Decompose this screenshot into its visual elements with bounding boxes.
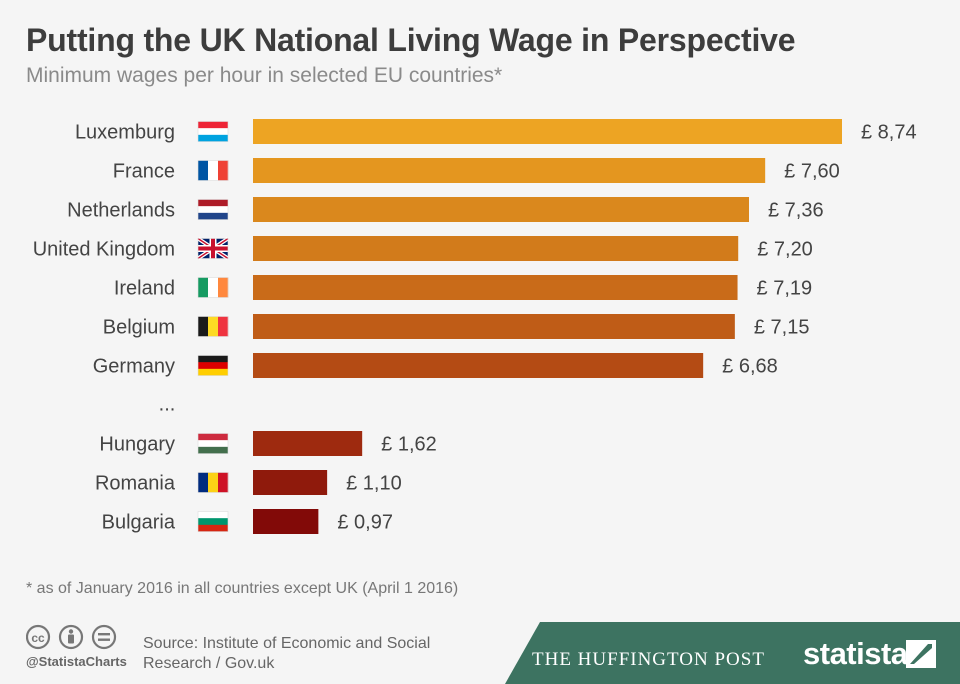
ireland-flag-icon (197, 277, 229, 298)
creative-commons-icons: cc (26, 624, 117, 650)
category-label-luxemburg: Luxemburg (75, 122, 175, 144)
category-label-ireland: Ireland (114, 278, 175, 300)
bulgaria-flag-icon (197, 511, 229, 532)
chart-subtitle: Minimum wages per hour in selected EU co… (26, 64, 503, 87)
bar-netherlands (253, 197, 749, 222)
value-label-ireland: £ 7,19 (757, 278, 813, 300)
cc-icon (26, 624, 51, 650)
value-label-romania: £ 1,10 (346, 473, 402, 495)
category-label-france: France (113, 161, 175, 183)
chart-title: Putting the UK National Living Wage in P… (26, 22, 796, 58)
statista-logo-text: statista (803, 636, 908, 671)
belgium-flag-icon (197, 316, 229, 337)
bar-germany (253, 353, 704, 378)
category-label-united-kingdom: United Kingdom (33, 239, 175, 261)
statista-logo-icon (906, 640, 936, 668)
value-label-belgium: £ 7,15 (754, 317, 810, 339)
value-label-bulgaria: £ 0,97 (337, 512, 393, 534)
value-label-united-kingdom: £ 7,20 (757, 239, 813, 261)
hungary-flag-icon (197, 433, 229, 454)
bar-bulgaria (253, 509, 319, 534)
gap-marker: ... (159, 394, 176, 416)
germany-flag-icon (197, 355, 229, 376)
france-flag-icon (197, 160, 229, 181)
value-label-netherlands: £ 7,36 (768, 200, 824, 222)
category-label-belgium: Belgium (103, 317, 175, 339)
bar-chart: Luxemburg £ 8,74 France £ 7,60 Netherlands £ … (33, 119, 917, 534)
bar-united-kingdom (253, 236, 739, 261)
romania-flag-icon (197, 472, 229, 493)
footnote: * as of January 2016 in all countries ex… (26, 580, 459, 597)
partner-logo-text: THE HUFFINGTON POST (532, 649, 765, 670)
statista-charts-handle: @StatistaCharts (26, 654, 127, 669)
category-label-germany: Germany (93, 356, 175, 378)
category-label-hungary: Hungary (99, 434, 175, 456)
svg-text:cc: cc (31, 631, 45, 645)
value-label-hungary: £ 1,62 (381, 434, 437, 456)
bar-luxemburg (253, 119, 842, 144)
luxembourg-flag-icon (197, 121, 229, 142)
bar-romania (253, 470, 328, 495)
category-label-netherlands: Netherlands (67, 200, 175, 222)
bar-ireland (253, 275, 738, 300)
uk-flag-icon (196, 236, 230, 261)
category-label-bulgaria: Bulgaria (102, 512, 176, 534)
value-label-germany: £ 6,68 (722, 356, 778, 378)
source-text: Source: Institute of Economic and Social… (143, 635, 431, 672)
bar-hungary (253, 431, 363, 456)
value-label-france: £ 7,60 (784, 161, 840, 183)
no-derivatives-icon (91, 624, 117, 650)
bar-france (253, 158, 766, 183)
value-label-luxemburg: £ 8,74 (861, 122, 917, 144)
attribution-icon (58, 624, 84, 650)
footer-band-shape (505, 622, 960, 684)
bar-belgium (253, 314, 735, 339)
netherlands-flag-icon (197, 199, 229, 220)
category-label-romania: Romania (95, 473, 176, 495)
